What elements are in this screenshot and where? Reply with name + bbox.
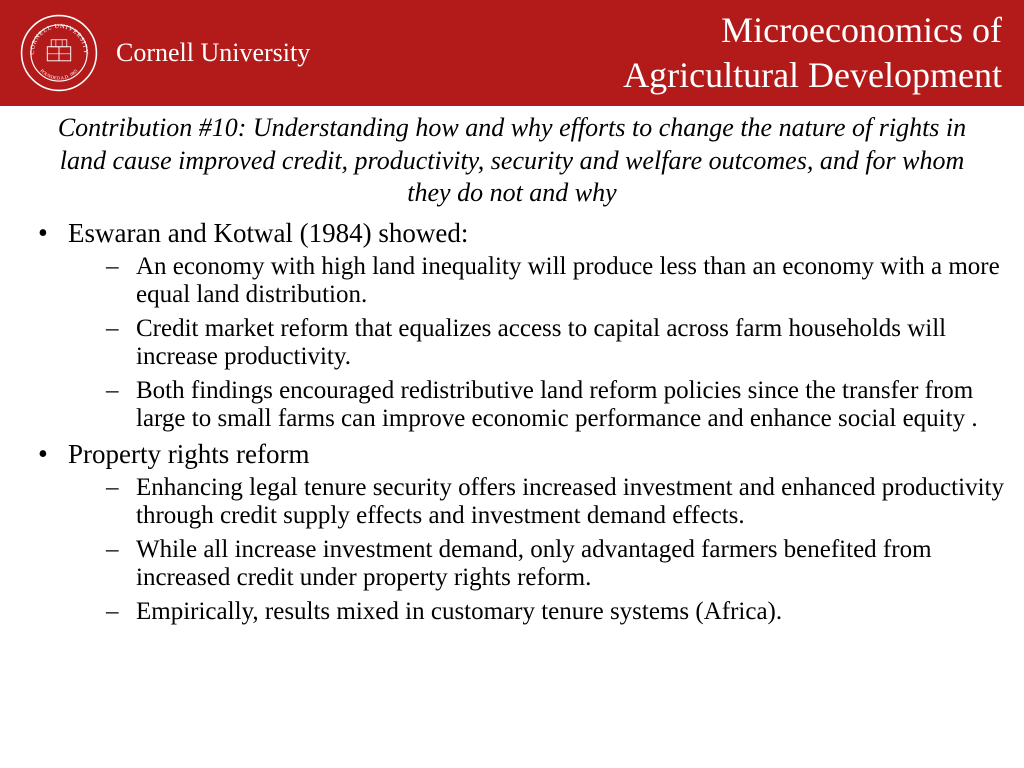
bullet-list: Eswaran and Kotwal (1984) showed: An eco… bbox=[20, 218, 1004, 626]
university-name: Cornell University bbox=[116, 38, 310, 68]
sub-bullet-item: Empirically, results mixed in customary … bbox=[68, 598, 1004, 626]
cornell-seal-icon: CORNELL UNIVERSITY FOUNDED A.D. 1865 bbox=[20, 14, 98, 92]
sub-bullet-item: Enhancing legal tenure security offers i… bbox=[68, 474, 1004, 530]
bullet-text: Eswaran and Kotwal (1984) showed: bbox=[68, 218, 468, 248]
slide-header: CORNELL UNIVERSITY FOUNDED A.D. 1865 Cor… bbox=[0, 0, 1024, 106]
sub-bullet-list: An economy with high land inequality wil… bbox=[68, 253, 1004, 433]
sub-bullet-item: While all increase investment demand, on… bbox=[68, 536, 1004, 592]
course-title-line1: Microeconomics of bbox=[623, 8, 1002, 53]
bullet-item: Property rights reform Enhancing legal t… bbox=[20, 439, 1004, 626]
course-title: Microeconomics of Agricultural Developme… bbox=[623, 8, 1002, 98]
course-title-line2: Agricultural Development bbox=[623, 53, 1002, 98]
sub-bullet-list: Enhancing legal tenure security offers i… bbox=[68, 474, 1004, 626]
svg-text:FOUNDED A.D. 1865: FOUNDED A.D. 1865 bbox=[39, 68, 80, 81]
slide-content: Contribution #10: Understanding how and … bbox=[0, 106, 1024, 626]
bullet-text: Property rights reform bbox=[68, 439, 309, 469]
logo-block: CORNELL UNIVERSITY FOUNDED A.D. 1865 Cor… bbox=[20, 14, 310, 92]
contribution-subtitle: Contribution #10: Understanding how and … bbox=[20, 112, 1004, 218]
sub-bullet-item: Credit market reform that equalizes acce… bbox=[68, 315, 1004, 371]
bullet-item: Eswaran and Kotwal (1984) showed: An eco… bbox=[20, 218, 1004, 433]
sub-bullet-item: Both findings encouraged redistributive … bbox=[68, 377, 1004, 433]
sub-bullet-item: An economy with high land inequality wil… bbox=[68, 253, 1004, 309]
